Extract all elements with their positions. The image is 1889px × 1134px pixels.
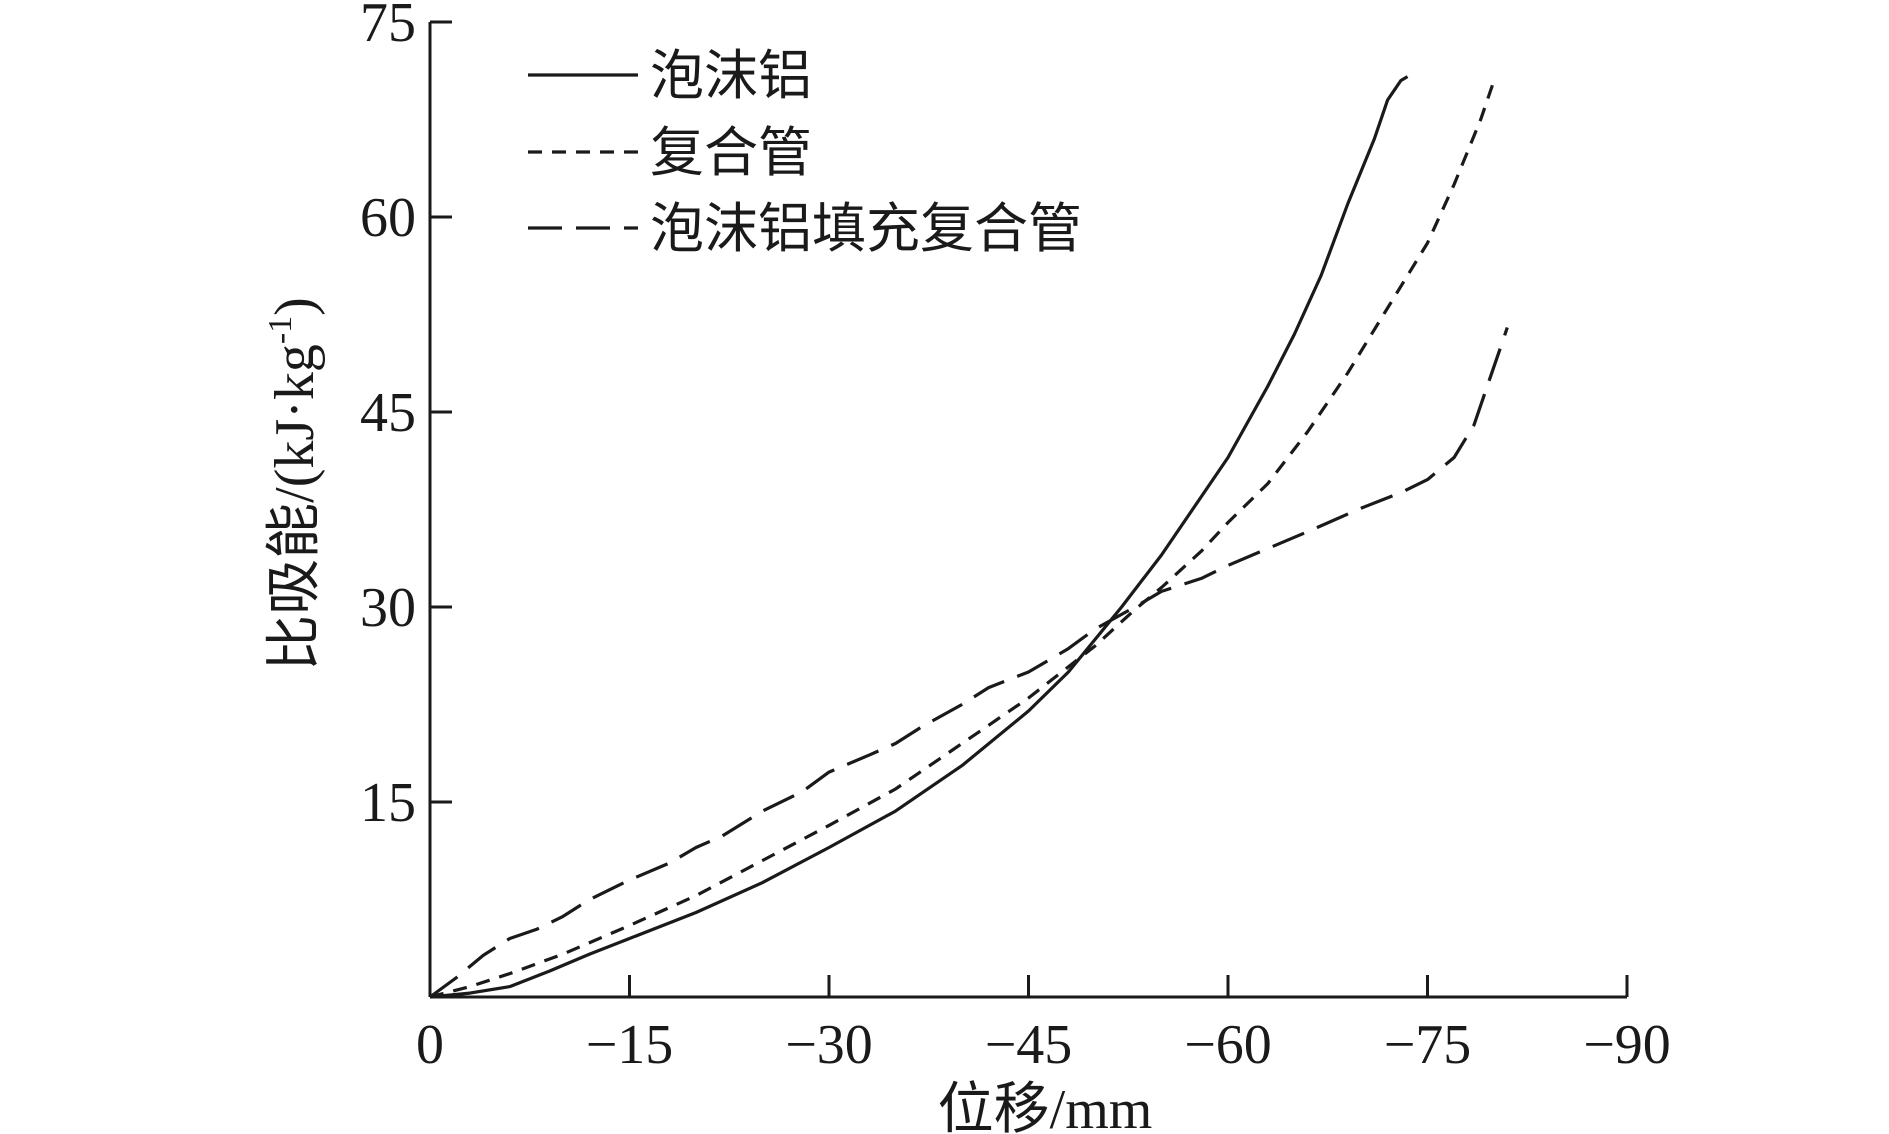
- x-tick-label: −90: [1583, 1014, 1671, 1076]
- series-line-2: [429, 79, 1496, 999]
- legend-label-2: 复合管: [650, 121, 812, 184]
- x-tick-label: −15: [586, 1014, 674, 1076]
- axes: [428, 22, 1627, 999]
- legend-label-1: 泡沫铝: [650, 44, 812, 107]
- x-tick-label: −45: [985, 1014, 1073, 1076]
- ticks: 0 −15 −30 −45 −60 −75 −90 15 30 45 60 75: [360, 0, 1671, 1076]
- y-axis-title-sup: -1: [262, 316, 299, 344]
- series-line-3: [429, 326, 1509, 999]
- y-tick-label: 60: [360, 187, 416, 249]
- series-layer: [429, 75, 1509, 999]
- x-axis-title: 位移/mm: [938, 1079, 1153, 1134]
- y-tick-label: 15: [360, 772, 416, 834]
- legend-label-3: 泡沫铝填充复合管: [650, 197, 1082, 260]
- y-tick-label: 30: [360, 577, 416, 639]
- x-tick-label: −75: [1384, 1014, 1472, 1076]
- y-axis-title-main: 比吸能/(kJ·kg: [264, 344, 326, 671]
- y-axis-title: 比吸能/(kJ·kg-1): [262, 297, 326, 671]
- x-tick-label: 0: [416, 1014, 444, 1076]
- x-tick-label: −60: [1184, 1014, 1272, 1076]
- y-tick-label: 45: [360, 382, 416, 444]
- series-line-1: [429, 75, 1409, 999]
- x-tick-label: −30: [785, 1014, 873, 1076]
- y-axis-title-suffix: ): [264, 297, 326, 316]
- y-tick-label: 75: [360, 0, 416, 54]
